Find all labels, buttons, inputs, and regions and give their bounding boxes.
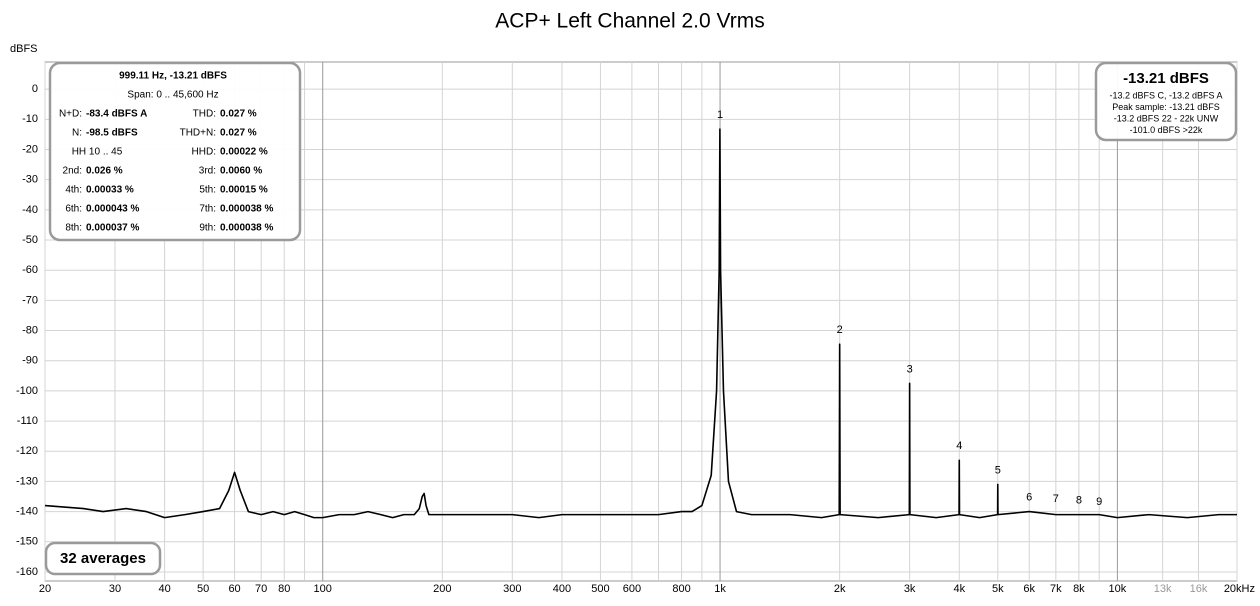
y-tick-label: -70 bbox=[22, 294, 38, 306]
chart-title: ACP+ Left Channel 2.0 Vrms bbox=[495, 10, 764, 33]
info-label: 3rd: bbox=[199, 166, 216, 177]
x-tick-label: 16k bbox=[1190, 583, 1208, 595]
y-tick-label: -30 bbox=[22, 174, 38, 186]
level-line: -13.2 dBFS C, -13.2 dBFS A bbox=[1109, 90, 1222, 100]
spectrum-line bbox=[44, 128, 1237, 519]
y-tick-label: -150 bbox=[16, 536, 38, 548]
level-line: -101.0 dBFS >22k bbox=[1130, 125, 1203, 135]
info-value: 0.00015 % bbox=[220, 185, 268, 196]
x-tick-label: 6k bbox=[1023, 583, 1035, 595]
averages-frame bbox=[44, 541, 162, 576]
x-tick-label: 2k bbox=[834, 583, 846, 595]
y-tick-label: -130 bbox=[16, 475, 38, 487]
info-label: 8th: bbox=[65, 223, 82, 234]
harmonic-label: 1 bbox=[717, 109, 723, 121]
x-tick-label: 4k bbox=[953, 583, 965, 595]
x-tick-label: 500 bbox=[591, 583, 609, 595]
y-tick-label: -120 bbox=[16, 445, 38, 457]
y-tick-label: -80 bbox=[22, 324, 38, 336]
x-tick-label: 80 bbox=[278, 583, 290, 595]
info-span: Span: 0 .. 45,600 Hz bbox=[127, 90, 218, 101]
info-label: THD+N: bbox=[180, 128, 216, 139]
info-value: 0.000043 % bbox=[86, 204, 139, 215]
info-label: 4th: bbox=[65, 185, 82, 196]
averages-text: 32 averages bbox=[60, 550, 146, 567]
x-tick-label: 40 bbox=[158, 583, 170, 595]
level-line: Peak sample: -13.21 dBFS bbox=[1112, 102, 1220, 112]
info-label: N: bbox=[72, 128, 82, 139]
info-label: 5th: bbox=[199, 185, 216, 196]
x-tick-label: 60 bbox=[228, 583, 240, 595]
info-value: 0.026 % bbox=[86, 166, 123, 177]
info-value: 0.000038 % bbox=[220, 223, 273, 234]
info-value: -83.4 dBFS A bbox=[86, 109, 147, 120]
x-tick-label: 20 bbox=[39, 583, 51, 595]
info-value: 0.027 % bbox=[220, 128, 257, 139]
y-tick-label: -90 bbox=[22, 355, 38, 367]
x-tick-label: 800 bbox=[672, 583, 690, 595]
x-tick-label: 200 bbox=[433, 583, 451, 595]
harmonic-label: 4 bbox=[956, 440, 962, 452]
harmonic-label: 9 bbox=[1096, 496, 1102, 508]
y-tick-label: -140 bbox=[16, 506, 38, 518]
info-label: N+D: bbox=[59, 109, 82, 120]
y-tick-label: -110 bbox=[17, 415, 38, 427]
y-tick-label: -10 bbox=[22, 113, 38, 125]
info-value: 0.00033 % bbox=[86, 185, 134, 196]
info-label: 2nd: bbox=[63, 166, 82, 177]
info-value: 0.000037 % bbox=[86, 223, 139, 234]
info-label: HHD: bbox=[192, 147, 216, 158]
info-value: 0.00022 % bbox=[220, 147, 268, 158]
level-value: -13.21 dBFS bbox=[1123, 70, 1209, 87]
level-line: -13.2 dBFS 22 - 22k UNW bbox=[1114, 113, 1219, 123]
harmonic-label: 2 bbox=[837, 324, 843, 336]
x-tick-label: 70 bbox=[255, 583, 267, 595]
y-tick-label: -100 bbox=[16, 385, 38, 397]
level-box: -13.21 dBFS -13.2 dBFS C, -13.2 dBFS A Pea… bbox=[1094, 61, 1238, 142]
x-tick-label: 1k bbox=[714, 583, 726, 595]
info-label: 6th: bbox=[65, 204, 82, 215]
y-tick-label: -40 bbox=[22, 204, 38, 216]
x-tick-label: 5k bbox=[992, 583, 1004, 595]
harmonic-label: 5 bbox=[995, 464, 1001, 476]
info-box-frame bbox=[48, 61, 302, 242]
x-tick-label: 13k bbox=[1154, 583, 1172, 595]
y-tick-label: -60 bbox=[22, 264, 38, 276]
y-tick-label: -20 bbox=[22, 143, 38, 155]
x-tick-label: 400 bbox=[553, 583, 571, 595]
info-label: 9th: bbox=[199, 223, 216, 234]
info-title: 999.11 Hz, -13.21 dBFS bbox=[119, 71, 227, 82]
averages-box: 32 averages bbox=[44, 541, 162, 576]
info-value: -98.5 dBFS bbox=[86, 128, 138, 139]
x-tick-label: 50 bbox=[197, 583, 209, 595]
x-tick-label: 100 bbox=[314, 583, 332, 595]
x-tick-label: 10k bbox=[1109, 583, 1127, 595]
y-tick-label: -160 bbox=[16, 566, 38, 578]
harmonic-label: 6 bbox=[1026, 492, 1032, 504]
y-axis-label: dBFS bbox=[10, 43, 38, 55]
x-tick-label: 7k bbox=[1050, 583, 1062, 595]
info-value: 0.000038 % bbox=[220, 204, 273, 215]
x-tick-label: 8k bbox=[1073, 583, 1085, 595]
x-tick-label: 3k bbox=[904, 583, 916, 595]
info-value: 0.027 % bbox=[220, 109, 257, 120]
info-label: THD: bbox=[193, 109, 216, 120]
harmonic-label: 8 bbox=[1076, 495, 1082, 507]
harmonic-label: 7 bbox=[1053, 493, 1059, 505]
x-tick-label: 600 bbox=[623, 583, 641, 595]
x-tick-label: 30 bbox=[109, 583, 121, 595]
harmonic-label: 3 bbox=[907, 363, 913, 375]
x-tick-label: 20kHz bbox=[1224, 583, 1255, 595]
level-box-frame bbox=[1094, 61, 1238, 142]
y-tick-label: 0 bbox=[32, 83, 38, 95]
info-label: 7th: bbox=[199, 204, 216, 215]
y-tick-label: -50 bbox=[22, 234, 38, 246]
x-tick-label: 300 bbox=[503, 583, 521, 595]
info-text: HH 10 .. 45 bbox=[72, 147, 123, 158]
info-box: 999.11 Hz, -13.21 dBFS Span: 0 .. 45,600 … bbox=[48, 61, 302, 242]
info-value: 0.0060 % bbox=[220, 166, 262, 177]
